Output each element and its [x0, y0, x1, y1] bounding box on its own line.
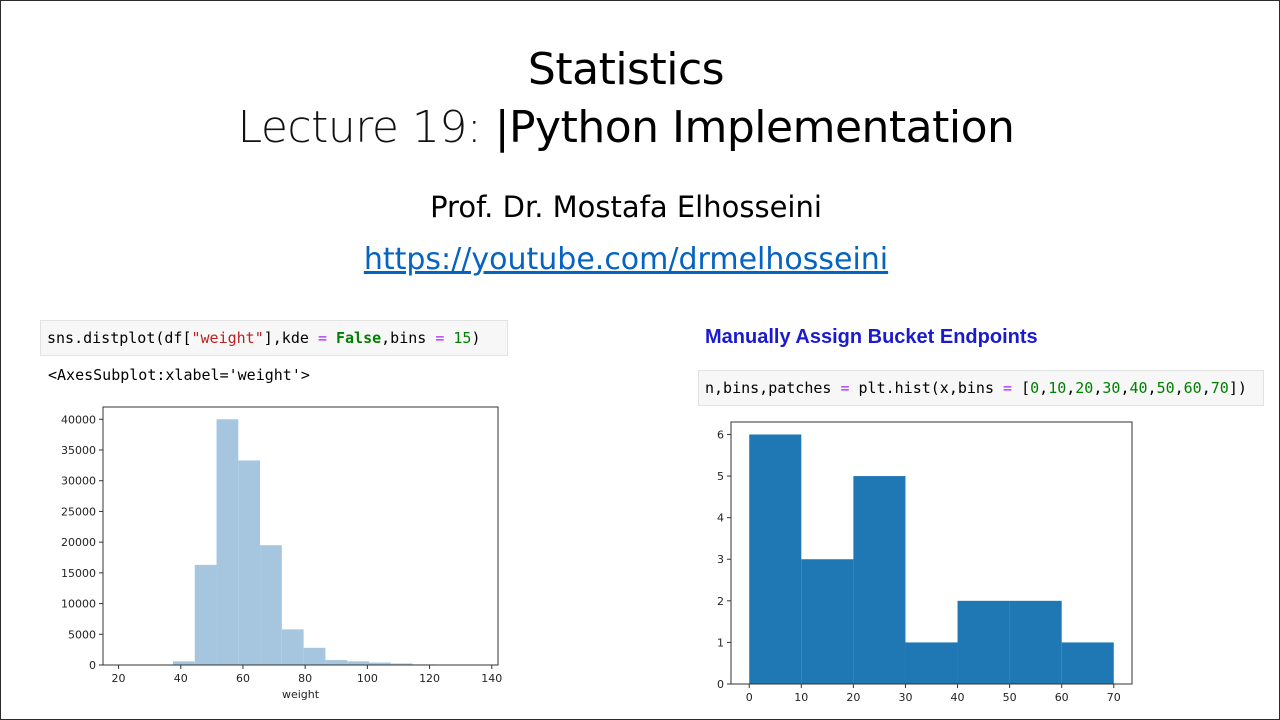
code-token: = — [1003, 379, 1013, 397]
histogram-bar — [749, 434, 802, 684]
code-token: plt.hist(x,bins — [849, 379, 1004, 397]
code-token: 70 — [1210, 379, 1229, 397]
x-tick-label: 70 — [1107, 691, 1121, 704]
histogram-bar — [260, 545, 282, 665]
y-tick-label: 40000 — [61, 413, 96, 426]
x-tick-label: 120 — [419, 672, 440, 685]
plt-hist-code-cell[interactable]: n,bins,patches = plt.hist(x,bins = [0,10… — [698, 370, 1264, 406]
lecture-topic: |Python Implementation — [494, 102, 1015, 153]
x-tick-label: 10 — [794, 691, 808, 704]
histogram-bar — [1009, 600, 1062, 684]
code-output: <AxesSubplot:xlabel='weight'> — [48, 366, 310, 384]
y-tick-label: 0 — [89, 659, 96, 672]
y-tick-label: 0 — [717, 678, 724, 691]
code-token: 50 — [1156, 379, 1175, 397]
code-token: , — [1039, 379, 1049, 397]
x-tick-label: 40 — [951, 691, 965, 704]
code-token: 0 — [1030, 379, 1040, 397]
code-token — [327, 329, 336, 347]
y-tick-label: 30000 — [61, 475, 96, 488]
histogram-bar — [1061, 642, 1114, 684]
youtube-link-container: https://youtube.com/drmelhosseini — [0, 242, 1252, 277]
section-heading: Manually Assign Bucket Endpoints — [705, 326, 1038, 348]
code-token: , — [1174, 379, 1184, 397]
histogram-bar — [325, 660, 348, 665]
code-token: 15 — [453, 329, 472, 347]
x-axis-label: weight — [282, 688, 320, 701]
histogram-bar — [238, 460, 261, 665]
y-tick-label: 2 — [717, 595, 724, 608]
code-token: , — [1201, 379, 1211, 397]
youtube-link[interactable]: https://youtube.com/drmelhosseini — [363, 242, 889, 277]
x-tick-label: 100 — [357, 672, 378, 685]
code-token: = — [840, 379, 850, 397]
histogram-bar — [390, 663, 413, 665]
y-tick-label: 20000 — [61, 536, 96, 549]
bucket-histogram: 0 10 20 30 40 50 60 70 0 1 2 3 4 5 6 — [717, 421, 1133, 704]
y-tick-label: 15000 — [61, 567, 96, 580]
x-tick-label: 40 — [174, 672, 188, 685]
histogram-bar — [801, 559, 854, 684]
code-token: False — [336, 329, 382, 347]
code-token: , — [1093, 379, 1103, 397]
code-token: = — [317, 329, 327, 347]
histogram-bar — [281, 629, 304, 665]
code-token: , — [1120, 379, 1130, 397]
histogram-bar — [172, 661, 195, 665]
code-token: ) — [471, 329, 481, 347]
y-tick-label: 5000 — [68, 628, 96, 641]
author-name: Prof. Dr. Mostafa Elhosseini — [430, 190, 822, 224]
histogram-bar — [303, 647, 326, 665]
y-tick-label: 3 — [717, 553, 724, 566]
code-token: , — [1147, 379, 1157, 397]
x-tick-label: 60 — [1055, 691, 1069, 704]
code-token: n,bins,patches — [705, 379, 841, 397]
code-token: 60 — [1183, 379, 1202, 397]
distplot-code-cell[interactable]: sns.distplot(df["weight"],kde = False,bi… — [40, 320, 508, 356]
x-tick-label: 20 — [112, 672, 126, 685]
x-tick-label: 60 — [236, 672, 250, 685]
x-tick-label: 50 — [1003, 691, 1017, 704]
y-tick-label: 35000 — [61, 444, 96, 457]
code-token: ,bins — [381, 329, 436, 347]
y-tick-label: 6 — [717, 428, 724, 441]
histogram-bar — [905, 642, 958, 684]
code-token: 20 — [1075, 379, 1094, 397]
histogram-bar — [853, 476, 906, 684]
y-tick-label: 25000 — [61, 505, 96, 518]
x-tick-label: 80 — [298, 672, 312, 685]
plot-frame — [102, 406, 499, 666]
code-token: = — [435, 329, 445, 347]
code-token: [ — [1012, 379, 1031, 397]
y-tick-label: 10000 — [61, 598, 96, 611]
y-tick-label: 5 — [717, 470, 724, 483]
code-token: ],kde — [263, 329, 318, 347]
x-tick-label: 30 — [898, 691, 912, 704]
histogram-bar — [368, 662, 391, 665]
plot-frame — [730, 421, 1133, 685]
code-token: "weight" — [191, 329, 264, 347]
x-tick-label: 20 — [846, 691, 860, 704]
slide-subtitle: Lecture 19: |Python Implementation — [0, 102, 1252, 153]
y-tick-label: 4 — [717, 512, 724, 525]
histogram-bar — [347, 661, 369, 665]
x-tick-label: 0 — [746, 691, 753, 704]
y-tick-label: 1 — [717, 636, 724, 649]
weight-histogram: 20 40 60 80 100 120 140 0 5000 10000 15000 20000 250… — [61, 406, 502, 701]
code-token: sns.distplot(df[ — [47, 329, 192, 347]
histogram-bar — [194, 564, 217, 665]
code-token: 30 — [1102, 379, 1121, 397]
histogram-bar — [216, 419, 239, 665]
x-tick-label: 140 — [481, 672, 502, 685]
lecture-number: Lecture 19: — [237, 102, 495, 153]
slide-title: Statistics — [527, 44, 725, 95]
code-token: , — [1066, 379, 1076, 397]
histogram-bar — [957, 600, 1010, 684]
code-token: 10 — [1048, 379, 1067, 397]
code-token: ]) — [1228, 379, 1247, 397]
code-token: 40 — [1129, 379, 1148, 397]
